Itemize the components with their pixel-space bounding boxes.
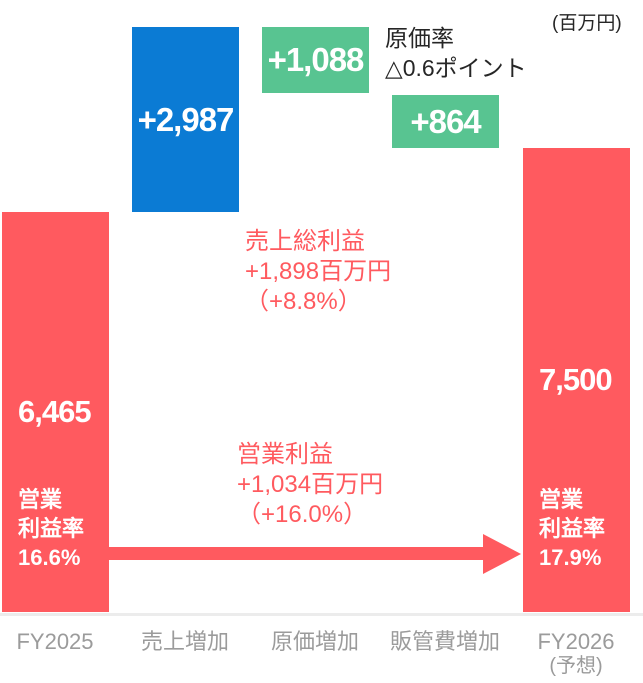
x-label-subline: (予想) (549, 655, 603, 677)
bar-fy2025-value: 6,465 (18, 394, 92, 429)
x-axis-label-sales-increase: 売上増加 (115, 630, 255, 654)
operating-profit-note-line: （+16.0%） (237, 501, 368, 528)
gross-profit-note: 売上総利益 +1,898百万円 （+8.8%） (245, 227, 391, 317)
x-axis-label-cogs-increase: 原価増加 (245, 630, 385, 654)
x-label-line: 売上増加 (140, 629, 229, 654)
fy2026-operating-margin: 営業 利益率 17.9% (539, 485, 605, 572)
operating-profit-note: 営業利益 +1,034百万円 （+16.0%） (237, 440, 383, 530)
margin-value: 16.6% (18, 545, 81, 570)
bar-fy2026-total: 7,500 営業 利益率 17.9% (523, 148, 630, 612)
x-label-line: FY2026 (537, 629, 615, 654)
unit-label: (百万円) (552, 13, 622, 34)
margin-arrow-head-icon (483, 534, 521, 574)
gross-profit-note-line: +1,898百万円 (245, 258, 392, 285)
operating-profit-note-line: +1,034百万円 (237, 471, 384, 498)
bar-cogs-increase-value: +1,088 (267, 41, 365, 78)
cost-ratio-note-line: 原価率 (385, 25, 454, 51)
gross-profit-note-line: （+8.8%） (245, 288, 362, 315)
bar-fy2026-value: 7,500 (539, 362, 613, 397)
bar-sales-increase: +2,987 (132, 27, 239, 212)
x-axis-label-fy2026: FY2026 (予想) (506, 630, 643, 678)
cost-ratio-note: 原価率 △0.6ポイント (385, 23, 527, 83)
x-label-line: 原価増加 (270, 629, 359, 654)
bar-sales-increase-value: +2,987 (137, 100, 235, 138)
x-label-line: FY2025 (16, 629, 94, 654)
x-label-line: 販管費増加 (389, 629, 500, 654)
operating-profit-note-line: 営業利益 (237, 441, 333, 468)
margin-arrow-body (109, 547, 483, 560)
bar-fy2025-total: 6,465 営業 利益率 16.6% (2, 212, 109, 612)
margin-value: 17.9% (539, 545, 602, 570)
margin-line: 営業 (18, 487, 63, 512)
x-axis-label-sga-increase: 販管費増加 (375, 630, 515, 654)
x-axis-line (0, 613, 643, 616)
margin-line: 営業 (539, 487, 584, 512)
bar-sga-increase-value: +864 (410, 102, 481, 140)
fy2025-operating-margin: 営業 利益率 16.6% (18, 485, 84, 572)
margin-line: 利益率 (18, 516, 85, 541)
bar-cogs-increase: +1,088 (262, 27, 369, 93)
x-axis-label-fy2025: FY2025 (0, 630, 125, 654)
cost-ratio-note-line: △0.6ポイント (385, 55, 527, 81)
bar-sga-increase: +864 (392, 95, 499, 148)
margin-line: 利益率 (539, 516, 606, 541)
gross-profit-note-line: 売上総利益 (245, 228, 365, 255)
